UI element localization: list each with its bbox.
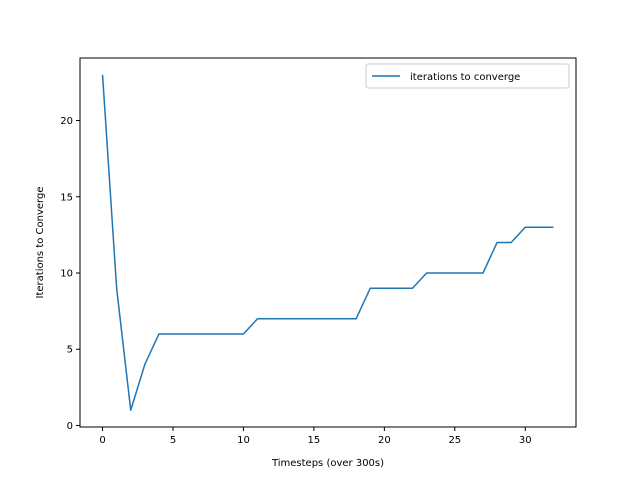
y-axis: 0 5 10 15 20 — [60, 116, 80, 432]
series-layer — [101, 74, 554, 411]
y-tick-label: 15 — [60, 192, 73, 203]
legend: iterations to converge — [365, 63, 570, 89]
plot-frame — [79, 57, 577, 428]
x-axis-label: Timesteps (over 300s) — [271, 458, 384, 469]
y-tick-label: 20 — [60, 116, 73, 127]
x-tick-label: 25 — [448, 435, 461, 446]
y-tick-label: 5 — [67, 345, 73, 356]
x-tick-label: 30 — [519, 435, 532, 446]
y-tick-label: 10 — [60, 268, 73, 279]
legend-entry: iterations to converge — [410, 72, 520, 83]
x-axis: 0 5 10 15 20 25 30 — [99, 427, 532, 446]
y-axis-label: Iterations to Converge — [35, 187, 46, 299]
y-tick-label: 0 — [67, 421, 73, 432]
x-tick-label: 10 — [237, 435, 250, 446]
series-line — [101, 74, 554, 411]
legend-box — [365, 63, 570, 89]
x-tick-label: 0 — [99, 435, 105, 446]
x-tick-label: 5 — [170, 435, 176, 446]
x-tick-label: 20 — [378, 435, 391, 446]
x-tick-label: 15 — [308, 435, 321, 446]
